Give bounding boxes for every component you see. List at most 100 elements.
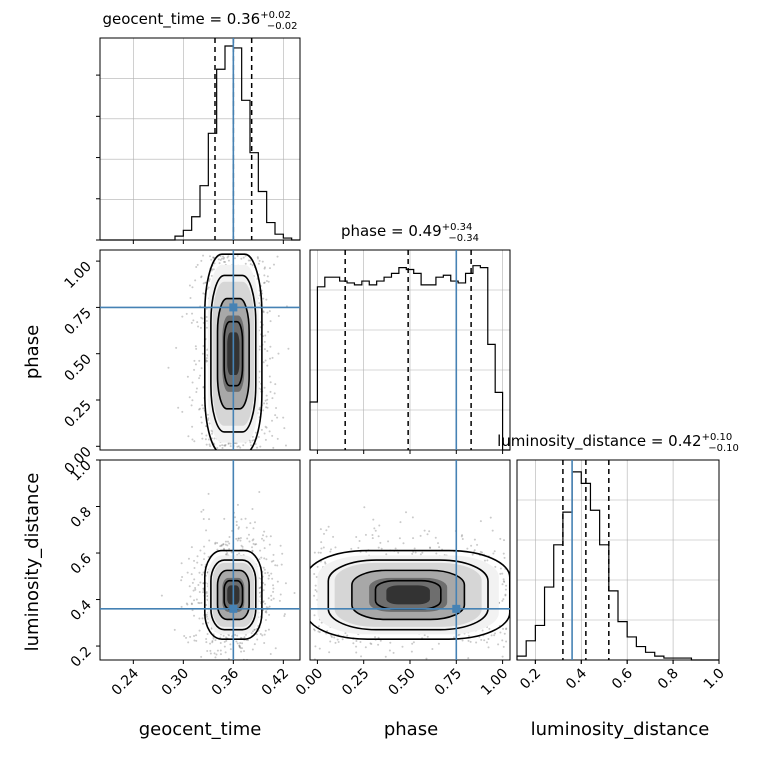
scatter-point	[270, 594, 273, 597]
scatter-point	[238, 552, 241, 555]
scatter-point	[503, 580, 506, 583]
scatter-point	[254, 543, 257, 546]
scatter-point	[503, 539, 506, 542]
scatter-point	[334, 641, 337, 644]
scatter-point	[209, 445, 212, 448]
density-frame-3	[99, 249, 301, 451]
scatter-point	[227, 259, 230, 262]
scatter-point	[211, 669, 213, 671]
scatter-point	[238, 537, 241, 540]
scatter-point	[283, 615, 286, 618]
scatter-point	[271, 356, 274, 359]
scatter-point	[263, 568, 266, 571]
scatter-point	[212, 256, 215, 259]
xtick-label-12-4: 1.0	[701, 666, 728, 693]
scatter-point	[279, 593, 282, 596]
scatter-point	[255, 543, 258, 546]
scatter-point	[499, 567, 502, 570]
scatter-point	[194, 363, 197, 366]
scatter-point	[216, 663, 218, 665]
scatter-point	[205, 434, 208, 437]
scatter-point	[173, 628, 176, 631]
scatter-point	[211, 639, 214, 642]
scatter-point	[388, 649, 391, 652]
scatter-point	[277, 315, 280, 318]
scatter-point	[261, 537, 264, 540]
scatter-point	[318, 647, 321, 650]
scatter-point	[265, 298, 268, 301]
scatter-point	[209, 649, 212, 652]
scatter-point	[272, 590, 275, 593]
hist-frame-0	[99, 37, 301, 241]
scatter-point	[195, 639, 198, 642]
scatter-point	[268, 310, 271, 313]
scatter-point	[191, 286, 194, 289]
corner-labels: geocent_time phase luminosity_distance p…	[22, 325, 709, 740]
scatter-point	[198, 629, 201, 632]
scatter-point	[262, 361, 265, 364]
density-frame-4	[99, 459, 301, 661]
scatter-point	[392, 651, 395, 654]
scatter-point	[236, 254, 239, 257]
scatter-point	[195, 387, 198, 390]
scatter-point	[175, 346, 178, 349]
scatter-point	[278, 599, 281, 602]
scatter-point	[359, 641, 362, 644]
scatter-point	[204, 281, 207, 284]
scatter-point	[205, 359, 208, 362]
scatter-point	[502, 552, 505, 555]
scatter-point	[501, 572, 504, 575]
scatter-point	[371, 533, 374, 536]
scatter-point	[505, 627, 508, 630]
scatter-point	[207, 621, 210, 624]
scatter-point	[334, 546, 337, 549]
scatter-point	[199, 581, 202, 584]
scatter-point	[488, 627, 491, 630]
scatter-point	[268, 543, 271, 546]
scatter-point	[260, 428, 263, 431]
scatter-point	[205, 326, 208, 329]
scatter-point	[238, 644, 241, 647]
scatter-point	[237, 527, 240, 530]
scatter-point	[210, 429, 213, 432]
scatter-point	[313, 614, 316, 617]
scatter-point	[370, 642, 373, 645]
scatter-point	[251, 546, 254, 549]
scatter-point	[199, 374, 202, 377]
scatter-point	[196, 263, 199, 266]
scatter-point	[208, 518, 211, 521]
scatter-point	[414, 551, 417, 554]
ylabel-luminosity-distance: luminosity_distance	[22, 473, 43, 652]
scatter-point	[494, 565, 497, 568]
scatter-point	[219, 545, 222, 548]
scatter-point	[200, 275, 203, 278]
xtick-label-11-2: 0.50	[385, 666, 418, 699]
scatter-point	[234, 633, 237, 636]
scatter-point	[236, 539, 239, 542]
scatter-point	[205, 638, 208, 641]
scatter-point	[208, 422, 211, 425]
scatter-point	[326, 629, 329, 632]
scatter-point	[180, 579, 183, 582]
scatter-point	[423, 634, 426, 637]
scatter-point	[222, 257, 225, 260]
scatter-point	[259, 591, 262, 594]
scatter-point	[276, 255, 279, 258]
scatter-point	[258, 587, 261, 590]
scatter-point	[266, 311, 269, 314]
scatter-point	[198, 617, 201, 620]
scatter-point	[461, 534, 464, 537]
scatter-point	[202, 591, 205, 594]
scatter-point	[188, 284, 191, 287]
scatter-point	[224, 651, 227, 654]
scatter-point	[200, 316, 203, 319]
scatter-point	[351, 665, 353, 667]
scatter-point	[283, 613, 286, 616]
scatter-point	[249, 441, 252, 444]
scatter-point	[202, 386, 205, 389]
scatter-point	[372, 518, 375, 521]
scatter-point	[230, 551, 233, 554]
scatter-point	[503, 663, 505, 665]
density-group-3	[167, 253, 290, 450]
scatter-point	[369, 642, 372, 645]
